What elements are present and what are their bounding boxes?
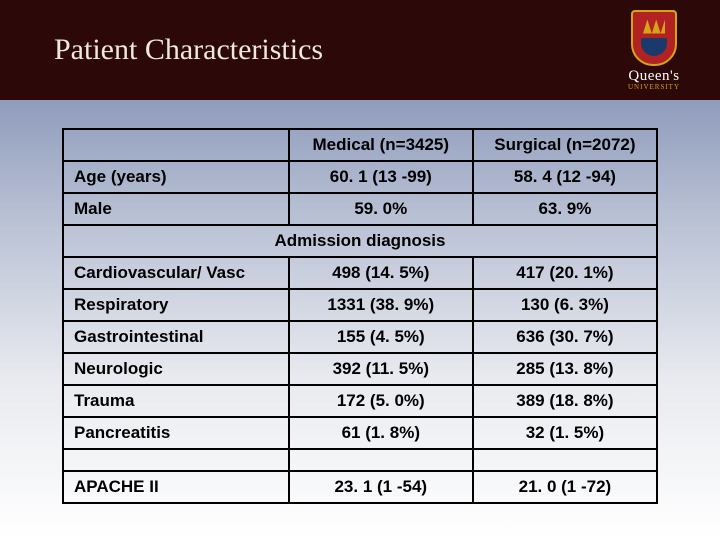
table-container: Medical (n=3425) Surgical (n=2072) Age (… (0, 100, 720, 504)
table-row: Male59. 0%63. 9% (63, 193, 657, 225)
table-row: Pancreatitis61 (1. 8%)32 (1. 5%) (63, 417, 657, 449)
cell-medical: 23. 1 (1 -54) (289, 471, 473, 503)
cell-surgical: 417 (20. 1%) (473, 257, 657, 289)
row-label: Gastrointestinal (63, 321, 289, 353)
table-row: APACHE II23. 1 (1 -54)21. 0 (1 -72) (63, 471, 657, 503)
cell-surgical: 636 (30. 7%) (473, 321, 657, 353)
cell-surgical: 130 (6. 3%) (473, 289, 657, 321)
cell-surgical: 21. 0 (1 -72) (473, 471, 657, 503)
cell-medical: 1331 (38. 9%) (289, 289, 473, 321)
row-label: Neurologic (63, 353, 289, 385)
row-label: APACHE II (63, 471, 289, 503)
logo-text-sub: UNIVERSITY (628, 83, 680, 91)
row-label: Age (years) (63, 161, 289, 193)
blank-row (63, 449, 657, 471)
cell-medical: 392 (11. 5%) (289, 353, 473, 385)
cell-surgical: 58. 4 (12 -94) (473, 161, 657, 193)
university-logo: Queen's UNIVERSITY (628, 10, 680, 91)
section-title: Admission diagnosis (63, 225, 657, 257)
title-bar: Patient Characteristics Queen's UNIVERSI… (0, 0, 720, 100)
row-label: Male (63, 193, 289, 225)
table-row: Neurologic392 (11. 5%)285 (13. 8%) (63, 353, 657, 385)
row-label: Trauma (63, 385, 289, 417)
cell-surgical: 63. 9% (473, 193, 657, 225)
characteristics-table: Medical (n=3425) Surgical (n=2072) Age (… (62, 128, 658, 504)
row-label: Cardiovascular/ Vasc (63, 257, 289, 289)
header-row: Medical (n=3425) Surgical (n=2072) (63, 129, 657, 161)
cell-surgical: 389 (18. 8%) (473, 385, 657, 417)
cell-medical: 155 (4. 5%) (289, 321, 473, 353)
cell-medical: 60. 1 (13 -99) (289, 161, 473, 193)
header-surgical: Surgical (n=2072) (473, 129, 657, 161)
header-empty (63, 129, 289, 161)
cell-surgical: 32 (1. 5%) (473, 417, 657, 449)
row-label: Respiratory (63, 289, 289, 321)
row-label: Pancreatitis (63, 417, 289, 449)
table-row: Cardiovascular/ Vasc498 (14. 5%)417 (20.… (63, 257, 657, 289)
table-row: Trauma172 (5. 0%)389 (18. 8%) (63, 385, 657, 417)
cell-medical: 61 (1. 8%) (289, 417, 473, 449)
table-row: Gastrointestinal155 (4. 5%)636 (30. 7%) (63, 321, 657, 353)
table-row: Age (years)60. 1 (13 -99)58. 4 (12 -94) (63, 161, 657, 193)
cell-medical: 59. 0% (289, 193, 473, 225)
section-row: Admission diagnosis (63, 225, 657, 257)
cell-medical: 498 (14. 5%) (289, 257, 473, 289)
header-medical: Medical (n=3425) (289, 129, 473, 161)
cell-surgical: 285 (13. 8%) (473, 353, 657, 385)
table-row: Respiratory1331 (38. 9%)130 (6. 3%) (63, 289, 657, 321)
crest-icon (631, 10, 677, 66)
cell-medical: 172 (5. 0%) (289, 385, 473, 417)
page-title: Patient Characteristics (54, 33, 323, 67)
